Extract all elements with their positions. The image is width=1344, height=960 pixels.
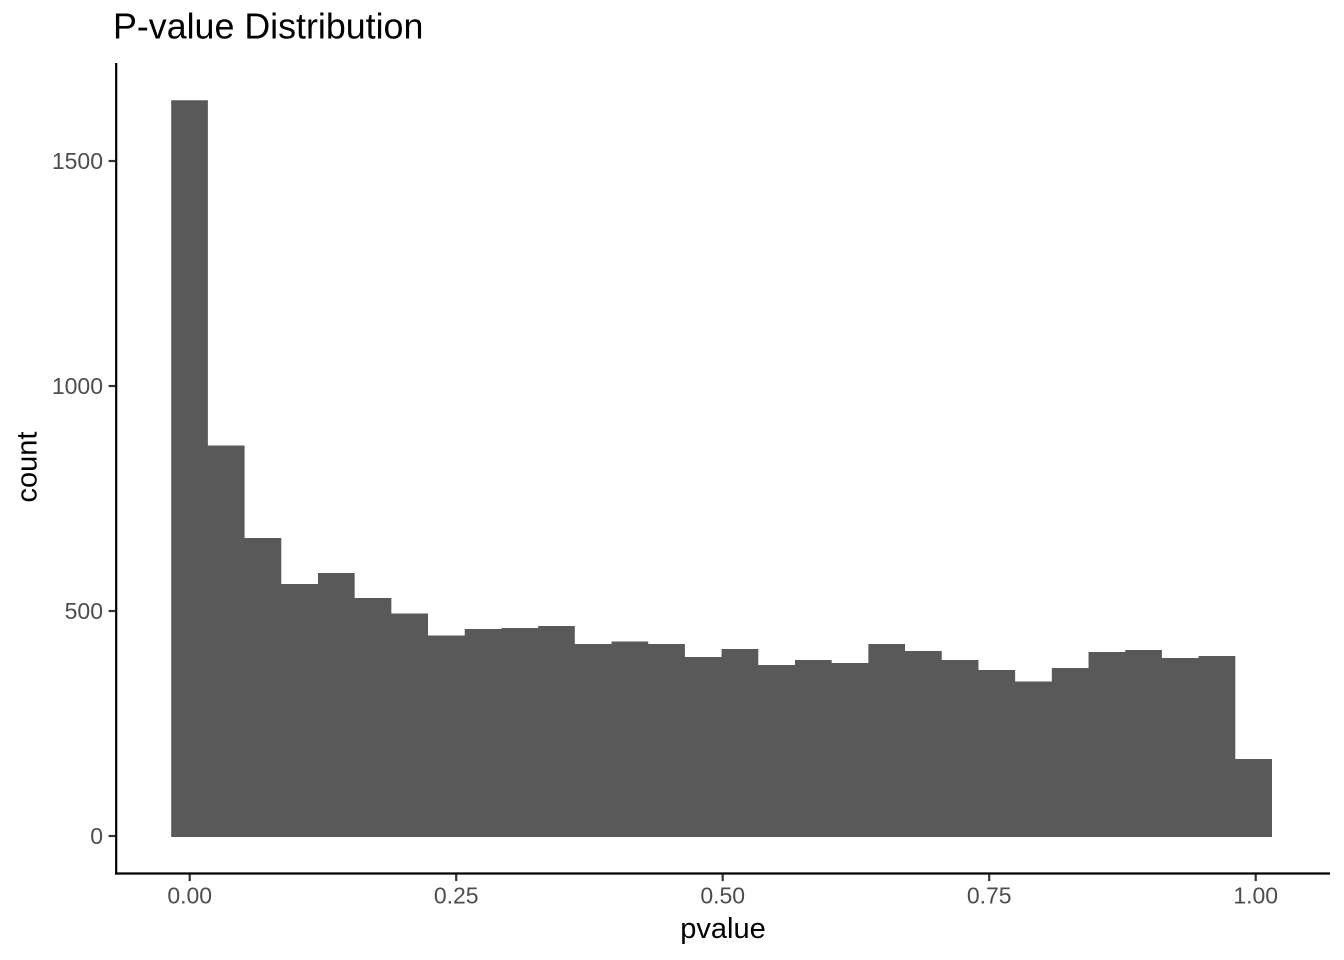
svg-text:0.75: 0.75 xyxy=(967,883,1012,909)
svg-text:1500: 1500 xyxy=(52,148,103,174)
svg-text:pvalue: pvalue xyxy=(680,913,765,945)
svg-text:P-value Distribution: P-value Distribution xyxy=(113,7,423,47)
svg-text:0.00: 0.00 xyxy=(167,883,212,909)
svg-text:1000: 1000 xyxy=(52,373,103,399)
svg-text:500: 500 xyxy=(65,598,103,624)
svg-text:0.50: 0.50 xyxy=(700,883,745,909)
svg-text:1.00: 1.00 xyxy=(1233,883,1278,909)
svg-text:0: 0 xyxy=(90,823,103,849)
svg-text:0.25: 0.25 xyxy=(434,883,479,909)
svg-text:count: count xyxy=(12,432,44,503)
